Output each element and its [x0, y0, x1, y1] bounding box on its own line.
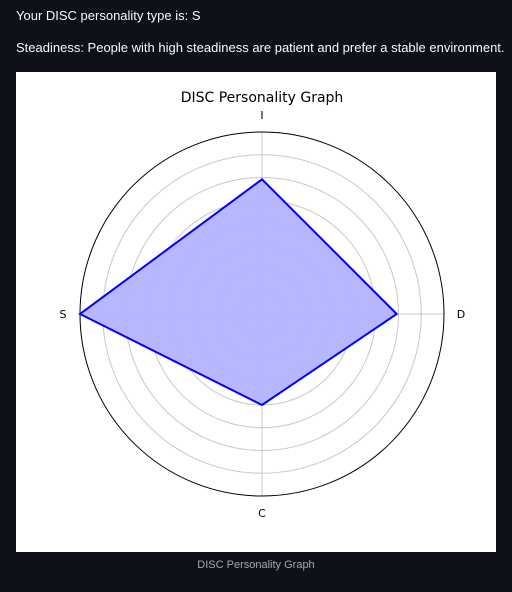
chart-title: DISC Personality Graph: [181, 90, 344, 106]
figure-caption: DISC Personality Graph: [197, 559, 315, 571]
category-label-s: S: [60, 308, 67, 321]
personality-type-text: Your DISC personality type is: S: [16, 8, 201, 23]
disc-chart-figure: D I S C DISC Personality Graph: [16, 72, 496, 552]
disc-radar-chart: D I S C DISC Personality Graph: [60, 90, 466, 520]
category-label-i: I: [260, 109, 263, 122]
label-layer: D I S C: [60, 109, 466, 520]
category-label-d: D: [457, 308, 465, 321]
personality-description-text: Steadiness: People with high steadiness …: [16, 40, 505, 55]
data-area: [78, 177, 399, 407]
category-label-c: C: [258, 507, 266, 520]
